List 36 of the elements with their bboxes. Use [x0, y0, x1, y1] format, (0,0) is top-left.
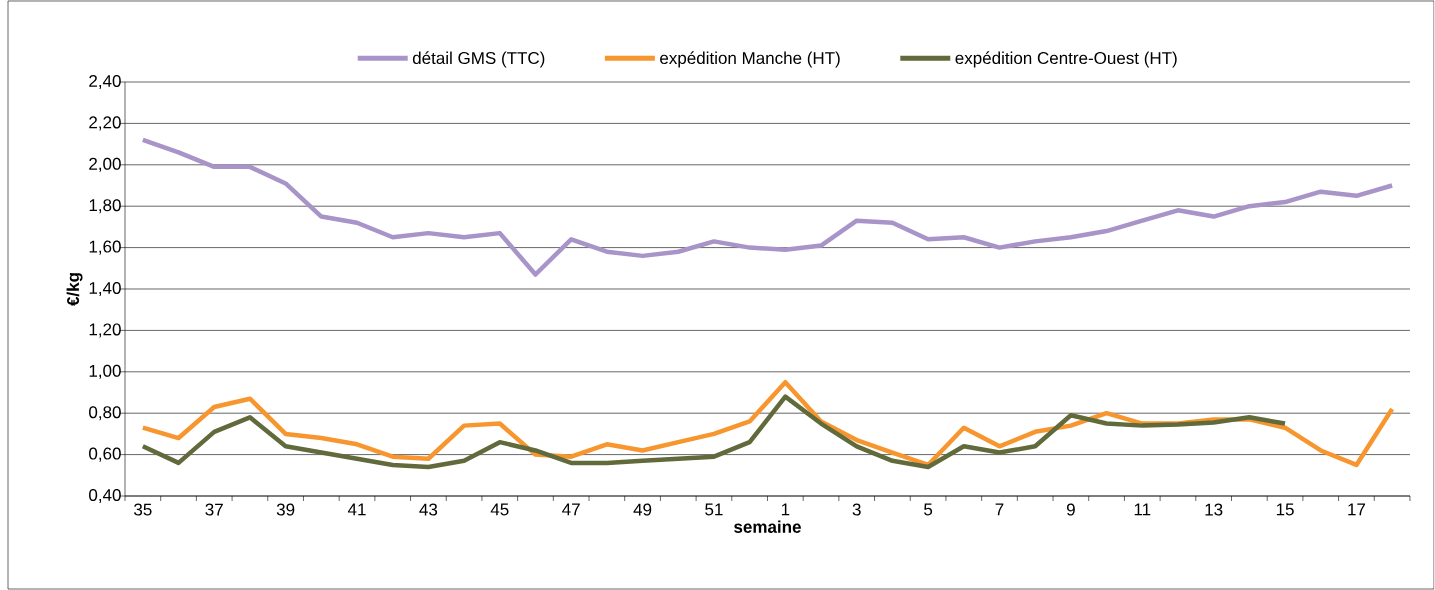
- y-tick-label: 0,80: [89, 406, 121, 421]
- x-tick-label: 45: [490, 503, 509, 516]
- y-tick-label: 1,40: [89, 281, 121, 297]
- x-tick-label: 17: [1348, 503, 1366, 516]
- x-tick-label: 13: [1205, 503, 1223, 516]
- y-tick-label: 2,00: [89, 157, 121, 172]
- line-series: [140, 394, 1288, 470]
- x-tick-label: 11: [1134, 503, 1151, 516]
- y-tick-label: 1,20: [89, 323, 121, 338]
- y-tick-label: 0,60: [89, 447, 121, 462]
- x-tick-label: 51: [705, 503, 723, 516]
- x-tick-label: 1: [781, 503, 790, 516]
- y-tick-label: 0,40: [89, 488, 121, 504]
- x-tick-label: 9: [1066, 503, 1075, 516]
- x-tick-label: 39: [276, 503, 295, 516]
- y-tick-label: 1,00: [89, 364, 121, 379]
- y-tick-label: 1,60: [89, 240, 121, 255]
- x-tick-label: 47: [562, 503, 580, 516]
- legend-label: détail GMS (TTC): [412, 51, 545, 68]
- x-tick-label: 41: [347, 503, 366, 516]
- x-tick-label: 3: [852, 503, 861, 516]
- y-tick-label: 2,20: [89, 116, 121, 131]
- y-tick-label: 2,40: [89, 74, 121, 90]
- x-tick-label: 7: [995, 503, 1004, 516]
- x-axis-title: semaine: [734, 520, 801, 533]
- line-series: [140, 137, 1395, 277]
- x-tick-label: 15: [1276, 503, 1294, 516]
- x-tick-label: 35: [134, 503, 152, 516]
- legend-label: expédition Manche (HT): [660, 51, 840, 68]
- x-tick-label: 43: [419, 503, 438, 516]
- y-tick-label: 1,80: [89, 199, 121, 214]
- x-tick-label: 37: [205, 503, 223, 516]
- x-tick-label: 5: [924, 503, 933, 516]
- y-axis-title: €/kg: [66, 273, 83, 306]
- legend-label: expédition Centre-Ouest (HT): [955, 51, 1177, 68]
- x-tick-label: 49: [633, 503, 652, 516]
